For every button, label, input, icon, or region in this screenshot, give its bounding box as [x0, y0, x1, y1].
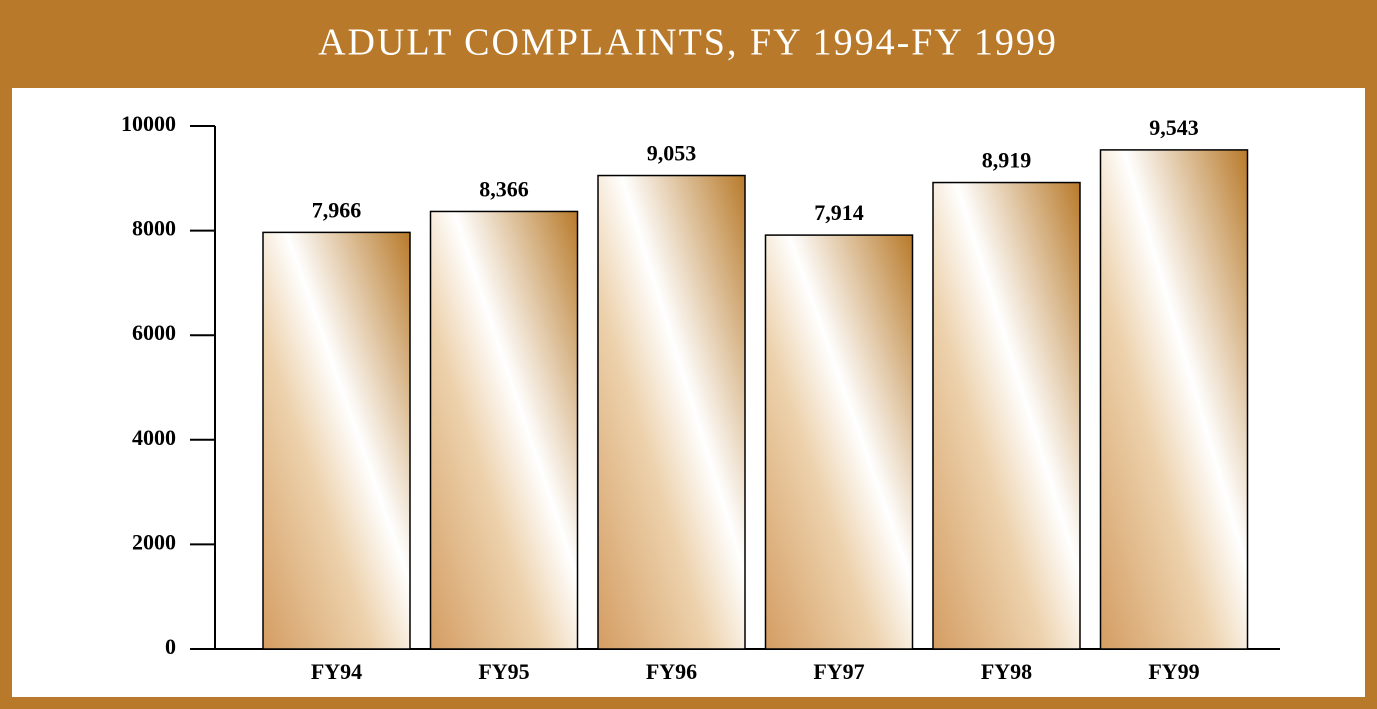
bar [932, 181, 1081, 650]
bar [764, 234, 914, 650]
x-tick-label: FY95 [478, 659, 529, 684]
data-label: 7,966 [312, 197, 362, 222]
bar [1099, 149, 1249, 650]
y-tick-label: 10000 [121, 111, 176, 136]
x-tick-label: FY99 [1148, 659, 1199, 684]
data-label: 9,543 [1149, 115, 1199, 140]
y-tick-label: 0 [165, 634, 176, 659]
data-label: 8,919 [982, 148, 1032, 173]
y-tick-label: 2000 [132, 529, 176, 554]
y-tick-label: 8000 [132, 216, 176, 241]
data-label: 8,366 [479, 177, 529, 202]
chart-title: ADULT COMPLAINTS, FY 1994-FY 1999 [318, 22, 1058, 64]
data-label: 9,053 [647, 141, 697, 166]
x-tick-label: FY96 [646, 659, 697, 684]
bar [597, 174, 746, 650]
x-tick-label: FY94 [311, 659, 362, 684]
data-label: 7,914 [814, 200, 864, 225]
bar [262, 231, 411, 650]
x-tick-label: FY98 [981, 659, 1032, 684]
y-tick-label: 6000 [132, 320, 176, 345]
x-tick-label: FY97 [813, 659, 864, 684]
y-tick-label: 4000 [132, 425, 176, 450]
bar [429, 210, 579, 650]
